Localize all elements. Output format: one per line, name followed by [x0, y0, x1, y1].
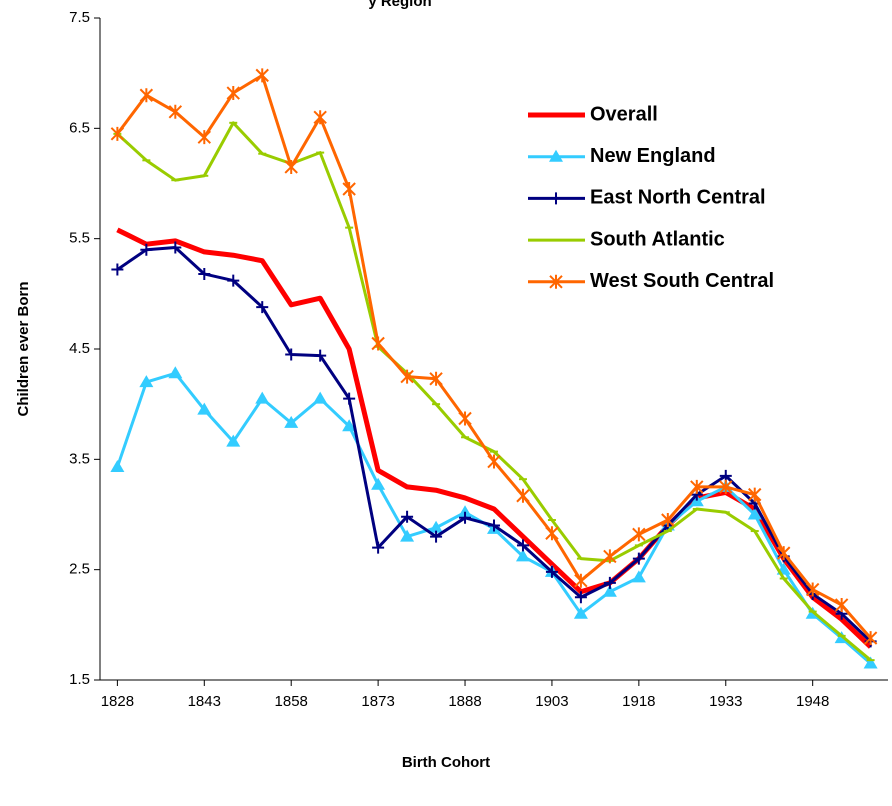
marker	[805, 582, 820, 597]
marker	[400, 529, 415, 542]
marker	[863, 656, 878, 669]
marker	[226, 86, 240, 101]
marker	[603, 576, 616, 589]
marker	[111, 263, 124, 276]
legend-label: West South Central	[590, 270, 774, 292]
marker	[545, 565, 558, 578]
marker	[747, 507, 762, 520]
marker	[371, 336, 385, 351]
y-tick-label: 6.5	[69, 119, 90, 136]
marker	[719, 469, 732, 482]
marker	[631, 570, 646, 583]
x-tick-label: 1828	[101, 693, 134, 710]
legend-label: South Atlantic	[590, 228, 725, 250]
marker	[690, 479, 704, 494]
marker	[430, 530, 443, 543]
x-tick-label: 1858	[275, 693, 308, 710]
legend-label: Overall	[590, 103, 658, 125]
marker	[284, 159, 298, 174]
marker	[285, 348, 298, 361]
x-tick-label: 1843	[188, 693, 221, 710]
x-tick-label: 1948	[796, 693, 829, 710]
marker	[516, 488, 530, 503]
marker	[342, 419, 357, 432]
marker	[284, 415, 299, 428]
marker	[515, 549, 530, 562]
marker	[458, 411, 472, 426]
marker	[197, 130, 212, 145]
marker	[227, 274, 240, 287]
marker	[372, 541, 385, 554]
marker	[343, 392, 356, 405]
y-axis-label: Children ever Born	[15, 281, 32, 416]
marker	[342, 182, 356, 197]
marker	[573, 606, 588, 619]
marker	[169, 241, 182, 254]
marker	[313, 110, 327, 125]
marker	[429, 520, 444, 533]
marker	[139, 375, 154, 388]
chart-title: y Region	[368, 0, 431, 10]
marker	[834, 597, 849, 612]
marker	[632, 552, 645, 565]
marker	[401, 510, 414, 523]
y-tick-label: 5.5	[69, 230, 90, 247]
x-tick-label: 1873	[361, 693, 394, 710]
marker	[863, 631, 878, 646]
marker	[603, 549, 617, 564]
marker	[550, 192, 562, 205]
marker	[198, 267, 211, 280]
marker	[487, 454, 501, 469]
marker	[255, 391, 270, 404]
marker	[168, 104, 183, 119]
x-tick-label: 1933	[709, 693, 742, 710]
y-tick-label: 1.5	[69, 671, 90, 688]
marker	[256, 301, 269, 314]
x-axis-label: Birth Cohort	[402, 754, 490, 771]
y-tick-label: 2.5	[69, 561, 90, 578]
marker	[314, 349, 327, 362]
x-tick-label: 1903	[535, 693, 568, 710]
marker	[110, 460, 125, 473]
marker	[549, 274, 563, 289]
marker	[516, 539, 529, 552]
marker	[139, 88, 154, 103]
marker	[545, 526, 559, 541]
marker	[602, 584, 617, 597]
marker	[459, 511, 472, 524]
marker	[429, 371, 443, 386]
marker	[313, 391, 328, 404]
y-tick-label: 4.5	[69, 340, 90, 357]
marker	[197, 402, 212, 415]
marker	[168, 366, 183, 379]
marker	[632, 527, 646, 542]
marker	[400, 369, 414, 384]
marker	[110, 126, 125, 141]
legend-label: East North Central	[590, 187, 766, 209]
x-tick-label: 1888	[448, 693, 481, 710]
legend-label: New England	[590, 145, 716, 167]
marker	[488, 519, 500, 532]
marker	[140, 243, 153, 256]
marker	[574, 591, 587, 604]
marker	[661, 513, 675, 528]
marker	[776, 546, 791, 561]
marker	[255, 68, 269, 83]
x-tick-label: 1918	[622, 693, 655, 710]
marker	[748, 487, 762, 502]
marker	[574, 573, 588, 588]
marker	[371, 477, 386, 490]
marker	[458, 505, 473, 518]
marker	[226, 434, 241, 447]
marker	[549, 149, 563, 162]
y-tick-label: 7.5	[69, 9, 90, 26]
line	[116, 73, 872, 640]
marker	[719, 479, 733, 494]
y-tick-label: 3.5	[69, 450, 90, 467]
